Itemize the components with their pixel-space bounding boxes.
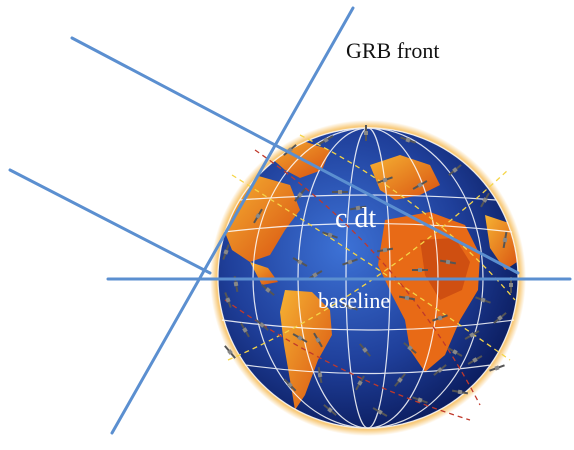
satellites: [222, 125, 513, 417]
satellite-icon: [403, 342, 417, 354]
satellite-icon: [349, 205, 367, 211]
satellite-icon: [412, 268, 428, 272]
satellite-icon: [342, 258, 358, 266]
satellite-icon: [412, 396, 428, 404]
satellite-icon: [433, 364, 447, 376]
satellite-icon: [317, 366, 323, 384]
satellite-icon: [313, 332, 323, 348]
satellite-icon: [224, 345, 236, 359]
satellite-icon: [493, 312, 507, 324]
satellite-icon: [342, 303, 358, 311]
grb-front-line: [70, 36, 520, 275]
satellite-icon: [355, 375, 365, 391]
satellite-icon: [224, 292, 232, 308]
satellite-icon: [464, 330, 480, 340]
satellite-icon: [323, 404, 337, 416]
satellite-icon: [376, 247, 394, 253]
satellite-icon: [394, 373, 406, 387]
satellite-icon: [372, 407, 388, 417]
satellite-icon: [253, 208, 263, 224]
satellite-icon: [467, 355, 483, 365]
satellite-icon: [447, 347, 463, 357]
satellite-icon: [451, 389, 469, 395]
grb-front-label: GRB front: [346, 38, 440, 63]
satellite-icon: [307, 270, 323, 280]
satellite-icon: [240, 322, 250, 338]
satellite-icon: [509, 277, 513, 293]
satellite-icon: [322, 231, 338, 239]
satellite-icon: [475, 296, 491, 304]
satellite-icon: [292, 257, 308, 267]
satellite-icon: [294, 188, 306, 202]
satellite-icon: [255, 319, 269, 331]
satellite-icon: [480, 192, 490, 208]
satellite-icon: [439, 259, 457, 265]
satellite-icon: [364, 125, 368, 141]
satellite-icon: [377, 176, 393, 184]
wavefront-line-steep: [110, 6, 355, 435]
satellite-icon: [292, 333, 308, 343]
satellite-icon: [359, 343, 371, 357]
satellite-icon: [400, 136, 416, 144]
wavefront-line-left: [8, 168, 212, 275]
satellite-icon: [261, 284, 275, 296]
c-dt-label: c dt: [335, 203, 377, 234]
satellite-icon: [318, 135, 334, 145]
satellite-icon: [432, 314, 448, 322]
satellite-icon: [332, 190, 348, 194]
satellite-icon: [412, 180, 428, 190]
satellite-icon: [398, 295, 416, 301]
earth-globe-icon: [210, 120, 526, 436]
satellite-icon: [502, 231, 508, 249]
satellite-icon: [489, 364, 505, 372]
baseline-label: baseline: [318, 288, 391, 313]
diagram-lines: [8, 6, 572, 435]
satellite-icon: [222, 244, 230, 260]
satellite-icon: [448, 164, 462, 176]
